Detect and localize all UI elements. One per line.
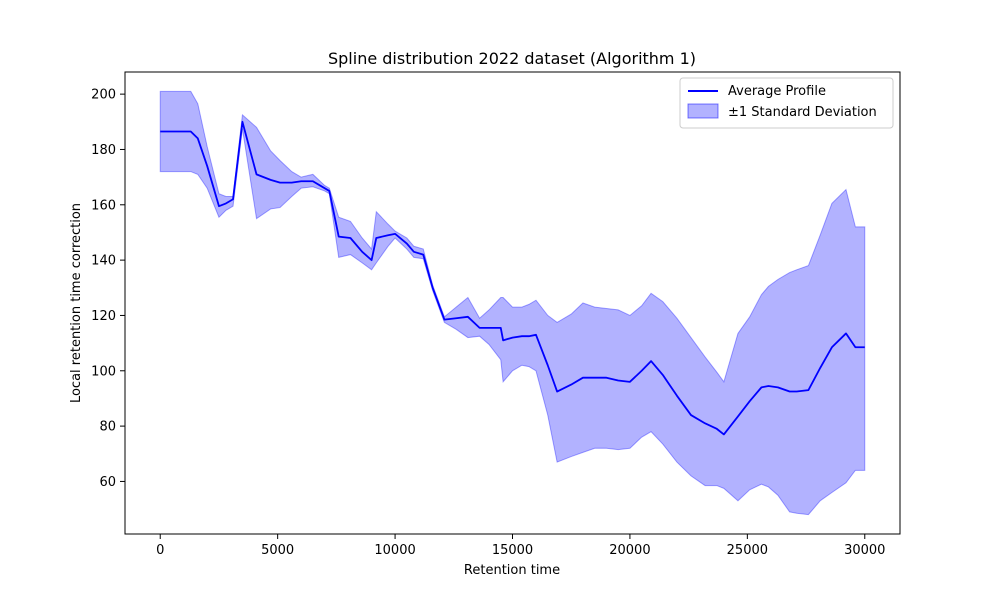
- x-axis-label: Retention time: [464, 563, 560, 578]
- y-axis: 60 80 100 120 140 160 180 200: [91, 88, 125, 490]
- std-band-layer: [159, 90, 866, 516]
- plot-background: [125, 72, 900, 534]
- chart-title: Spline distribution 2022 dataset (Algori…: [328, 49, 696, 68]
- legend-label-average: Average Profile: [728, 84, 826, 99]
- y-tick-label: 80: [99, 420, 116, 435]
- legend: Average Profile ±1 Standard Deviation: [679, 77, 894, 129]
- x-tick-label: 5000: [261, 543, 294, 558]
- average-line-layer: [160, 120, 865, 436]
- x-tick-label: 15000: [492, 543, 533, 558]
- y-tick-label: 100: [91, 364, 116, 379]
- y-axis-label: Local retention time correction: [69, 203, 84, 403]
- x-axis: 0 5000 10000 15000 20000 25000 30000: [156, 534, 885, 558]
- x-tick-label: 30000: [844, 543, 885, 558]
- y-tick-label: 60: [99, 475, 116, 490]
- legend-box: [679, 77, 894, 129]
- std-band: [159, 90, 866, 516]
- average-line: [160, 120, 865, 436]
- y-tick-label: 180: [91, 143, 116, 158]
- y-tick-label: 200: [91, 88, 116, 103]
- x-tick-label: 10000: [374, 543, 415, 558]
- x-tick-label: 20000: [609, 543, 650, 558]
- legend-label-std: ±1 Standard Deviation: [728, 105, 877, 120]
- y-tick-label: 120: [91, 309, 116, 324]
- y-tick-label: 140: [91, 254, 116, 269]
- legend-band-swatch: [687, 103, 719, 119]
- y-tick-label: 160: [91, 198, 116, 213]
- x-tick-label: 25000: [727, 543, 768, 558]
- x-tick-label: 0: [156, 543, 164, 558]
